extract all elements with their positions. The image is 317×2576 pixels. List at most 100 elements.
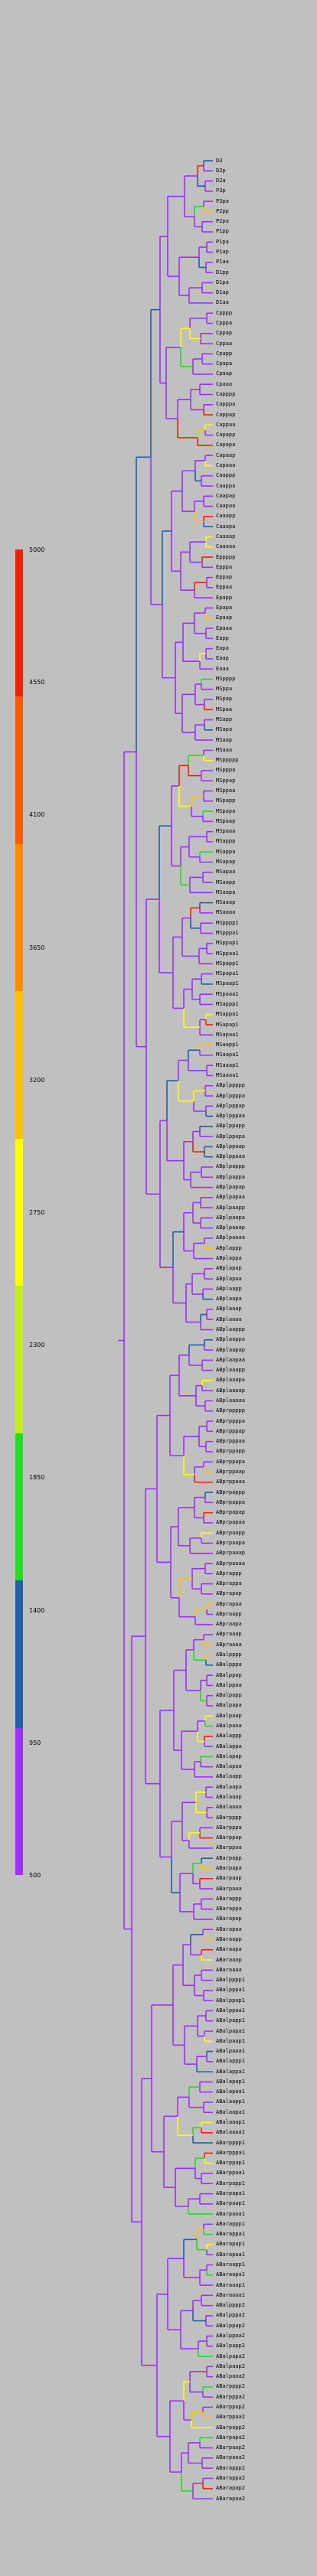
leaf-label: MSpapp (216, 797, 236, 804)
leaf-label: ABalpaap1 (216, 2037, 245, 2044)
leaf-label: ABprppapa (216, 1458, 245, 1465)
leaf-label: ABplpppap (216, 1102, 245, 1109)
leaf-label: Caappp (216, 472, 236, 479)
leaf-label: ABplppppp (216, 1082, 245, 1089)
leaf-label: MSaapp1 (216, 1042, 239, 1048)
leaf-label: Cpppp (216, 309, 233, 316)
leaf-label: ABalpapp (216, 1692, 242, 1699)
leaf-label: ABarpaaa2 (216, 2454, 245, 2461)
leaf-label: ABalpapa (216, 1702, 242, 1709)
leaf-label: MSappp (216, 838, 236, 845)
leaf-label: MSpppa1 (216, 929, 239, 936)
leaf-label: ABalppaa1 (216, 2007, 245, 2014)
leaf-label: MSappa (216, 848, 236, 855)
scale-tick-label: 4550 (29, 679, 45, 686)
leaf-label: P3p (216, 187, 226, 194)
leaf-label: Capppp (216, 391, 236, 397)
leaf-label: ABarpppa2 (216, 2393, 245, 2400)
leaf-label: ABprppppa (216, 1417, 245, 1424)
legend-color-segment (15, 1433, 23, 1581)
leaf-label: ABalpppa (216, 1661, 242, 1668)
leaf-label: MSpaaa (216, 828, 236, 835)
leaf-label: ABplaaaap (216, 1387, 245, 1394)
leaf-label: ABplpppaa (216, 1113, 245, 1120)
leaf-label: ABalaapa1 (216, 2108, 245, 2115)
leaf-label: ABprpppaa (216, 1438, 245, 1445)
scale-tick-label: 2750 (29, 1209, 45, 1216)
leaf-label: ABplapaa (216, 1275, 242, 1282)
leaf-label: ABarpppa1 (216, 2149, 245, 2156)
leaf-label: ABalaapp (216, 1773, 242, 1780)
leaf-label: MSpaap (216, 817, 236, 824)
leaf-label: ABprapap (216, 1590, 242, 1597)
leaf-label: ABalpppa1 (216, 1987, 245, 1994)
leaf-label: ABplppaap (216, 1143, 245, 1149)
legend-color-segment (15, 696, 23, 845)
leaf-label: Caappa (216, 482, 236, 489)
leaf-label: ABalpaap (216, 1712, 242, 1719)
leaf-label: ABalpapp1 (216, 2017, 245, 2024)
leaf-label: ABarappp1 (216, 2220, 245, 2227)
leaf-label: ABprpaaaa (216, 1560, 245, 1567)
leaf-label: ABalppap2 (216, 2322, 245, 2329)
leaf-label: ABarapap2 (216, 2485, 245, 2492)
leaf-label: MSapaa (216, 869, 236, 876)
leaf-label: Eapp (216, 634, 229, 641)
leaf-label: ABarpaap1 (216, 2200, 245, 2207)
leaf-label: ABplpaapp (216, 1204, 245, 1211)
leaf-label: ABarppap2 (216, 2403, 245, 2410)
leaf-label: MSaaap1 (216, 1061, 239, 1068)
leaf-label: ABaraaaa1 (216, 2291, 245, 2298)
leaf-label: ABalappp (216, 1733, 242, 1740)
leaf-label: ABplaapaa (216, 1356, 245, 1363)
leaf-label: Eppaa (216, 584, 233, 591)
leaf-label: ABplaaapp (216, 1367, 245, 1374)
leaf-label: MSappa1 (216, 1011, 239, 1018)
leaf-label: ABaraapp1 (216, 2261, 245, 2268)
leaf-label: ABarpapa2 (216, 2434, 245, 2441)
leaf-label: D3 (216, 157, 223, 164)
leaf-label: ABprpapaa (216, 1519, 245, 1526)
leaf-label: D2p (216, 167, 226, 174)
leaf-label: ABalpapp2 (216, 2343, 245, 2349)
leaf-label: ABalaapa (216, 1783, 242, 1790)
leaf-label: MSpaa (216, 706, 233, 712)
leaf-label: ABalpaaa (216, 1723, 242, 1730)
leaf-label: ABalappa (216, 1743, 242, 1749)
leaf-label: P1ap (216, 249, 229, 256)
scale-tick-label: 500 (29, 1872, 41, 1879)
leaf-label: ABalpppp (216, 1652, 242, 1658)
leaf-label: ABarpapa (216, 1864, 242, 1871)
leaf-label: ABplaapap (216, 1346, 245, 1353)
legend-color-segment (15, 1138, 23, 1286)
leaf-label: ABprpappa (216, 1498, 245, 1505)
leaf-label: ABarpppp (216, 1814, 242, 1821)
leaf-label: ABprappp (216, 1570, 242, 1577)
leaf-label: D1pa (216, 279, 229, 285)
leaf-label: ABplppapa (216, 1133, 245, 1140)
leaf-label: ABalapap (216, 1753, 242, 1759)
leaf-label: ABarppaa2 (216, 2414, 245, 2421)
leaf-label: ABarppaa1 (216, 2170, 245, 2177)
scale-tick-label: 3650 (29, 944, 45, 951)
leaf-label: ABalaapp1 (216, 2098, 245, 2105)
leaf-label: ABalaaaa1 (216, 2129, 245, 2136)
leaf-label: ABplaaaa (216, 1316, 242, 1322)
scale-tick-label: 1850 (29, 1474, 45, 1482)
leaf-label: MSppaa1 (216, 950, 239, 957)
leaf-label: Capaap (216, 452, 236, 458)
scale-tick-label: 2300 (29, 1342, 45, 1349)
leaf-label: MSpap (216, 696, 233, 703)
leaf-label: ABarpppp1 (216, 2139, 245, 2146)
leaf-label: MSapp (216, 716, 233, 723)
leaf-label: ABarpaap2 (216, 2444, 245, 2451)
leaf-label: Eppppp (216, 553, 236, 560)
leaf-label: ABplappa (216, 1255, 242, 1262)
leaf-label: Eaap (216, 655, 229, 662)
leaf-label: Epaap (216, 615, 233, 621)
leaf-label: ABalpaaa2 (216, 2373, 245, 2380)
leaf-label: MSpaaa1 (216, 990, 239, 997)
leaf-label: Cpapp (216, 350, 233, 357)
leaf-label: ABarppap (216, 1834, 242, 1841)
leaf-label: ABarappp2 (216, 2464, 245, 2471)
